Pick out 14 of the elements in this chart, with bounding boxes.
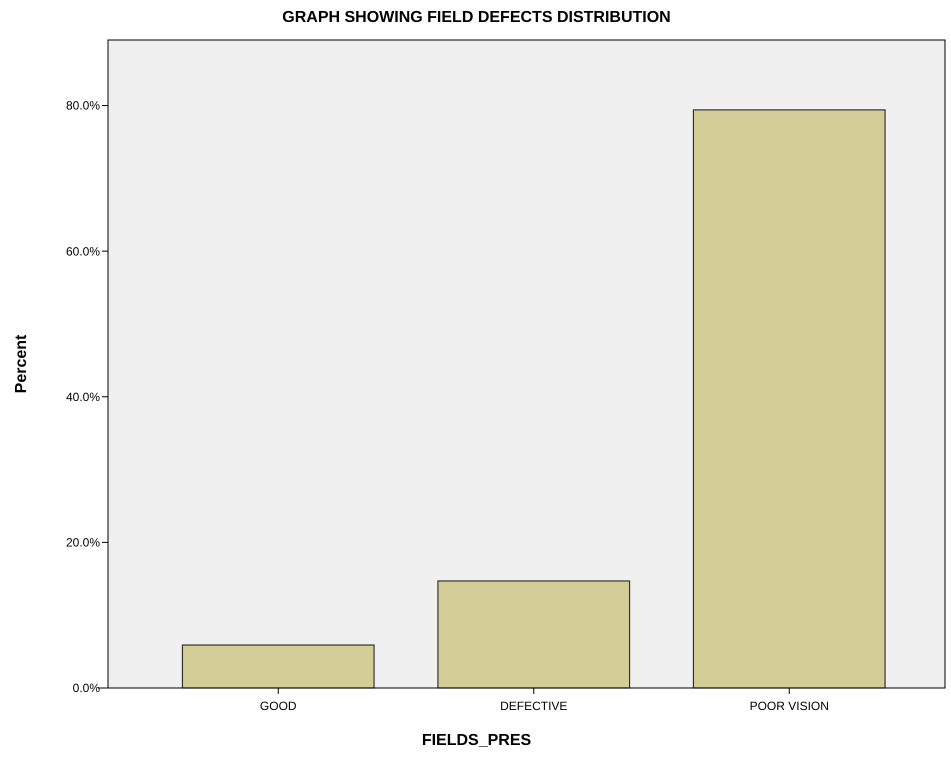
y-axis-title: Percent (13, 334, 30, 394)
bar (692, 109, 886, 689)
bar (182, 644, 375, 689)
x-tick-label: DEFECTIVE (500, 699, 568, 713)
x-tick-label: GOOD (260, 699, 297, 713)
y-tick-label: 0.0% (72, 681, 100, 696)
y-tick-label: 40.0% (66, 390, 100, 404)
x-tick-label: POOR VISION (750, 699, 829, 713)
x-axis-title: FIELDS_PRES (422, 732, 532, 749)
y-tick-label: 80.0% (66, 98, 100, 113)
bar (437, 580, 630, 689)
y-tick-label: 60.0% (66, 244, 100, 258)
y-tick-label: 20.0% (66, 536, 100, 550)
chart-title: GRAPH SHOWING FIELD DEFECTS DISTRIBUTION (282, 9, 671, 26)
